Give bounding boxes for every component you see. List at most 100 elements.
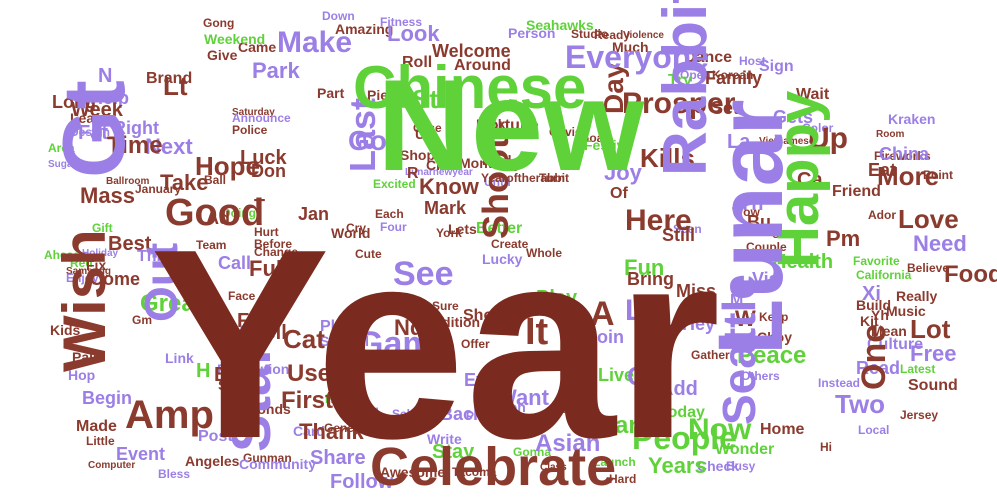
word-here: Here [625,204,692,237]
word-pm: Pm [826,226,860,251]
word-event: Event [116,444,165,464]
word-red: Red [70,256,93,270]
word-joy: Joy [604,160,643,185]
word-festive: Festive [584,137,632,153]
word-many: Many [595,412,657,439]
word-turn: Turn [539,171,565,185]
word-sea: Sea [561,402,583,416]
word-seen: Seen [673,222,702,236]
word-see: See [393,255,454,293]
word-hi: Hi [820,440,832,454]
word-four: Four [380,220,407,234]
word-wish: Wish [51,229,118,372]
word-years: Years [648,453,707,478]
word-sure: Sure [432,299,459,313]
word-great: Great [140,290,203,317]
word-mark: Mark [424,198,467,218]
word-york: York [436,226,462,240]
word-gonna: Gonna [513,445,551,459]
word-check: Check [697,458,739,474]
word-thing: Thing [137,248,181,265]
word-now: Now [688,413,752,446]
word-learn: Learn [70,110,108,126]
word-prosper: Prosper [622,87,736,120]
word-family: Family [705,68,762,88]
word-lot: Lot [910,314,951,344]
word-fortune: Fortune [479,117,539,134]
word-violence: Violence [623,30,664,41]
word-mean: Mean [871,323,907,339]
word-free: Free [910,341,956,366]
word-bless: Bless [158,467,190,481]
word-around: Around [454,57,511,74]
word-saturday: Saturday [232,107,275,118]
word-yh: Yh [871,307,889,323]
word-read: Read [856,358,900,378]
word-roll: Roll [402,54,432,71]
word-korean: Korean [712,68,753,82]
word-feel: Feel [237,310,277,332]
word-amazing: Amazing [335,21,393,37]
word-celebrate: Celebrate [370,437,616,497]
word-kick: Kick [476,116,506,132]
word-hey: Hey [682,314,715,334]
word-face: Face [228,289,256,303]
word-need: Need [913,231,967,256]
word-thank: Thank [299,419,365,444]
word-well: Well [246,322,287,344]
word-wait: Wait [796,86,830,103]
word-china: China [879,144,930,164]
word-change: Change [254,245,298,259]
word-fitness: Fitness [380,15,422,29]
word-first: First [281,387,333,414]
word-really: Really [896,288,937,304]
word-lt: Lt [163,71,188,101]
word-video: Video [423,360,455,374]
word-ad: Ad [206,208,230,228]
word-week: Week [71,99,124,121]
word-hurt: Hurt [254,225,279,239]
word-keep: Keep [759,310,788,324]
word-build: Build [856,297,891,313]
word-point: Point [923,168,953,182]
word-eat: Eat [868,160,896,180]
word-luck: Luck [240,147,288,169]
word-back: Back [440,404,484,424]
word-good: Good [165,192,264,234]
word-write: Write [427,431,462,447]
word-hope: Hope [195,151,260,181]
word-ok: Ok [584,405,600,419]
word-class: Class [540,462,567,473]
word-sugar: Sugar [48,159,76,170]
word-before: Before [254,237,292,251]
word-whole: Whole [526,246,562,260]
word-year: Year [150,194,721,495]
word-add: Add [659,378,698,400]
word-home: Home [760,421,805,438]
word-community: Community [239,456,316,472]
word-made: Made [76,418,117,435]
word-adorable: Ador [868,208,896,222]
word-people: People [632,420,737,456]
word-health: Health [772,251,833,273]
word-start: Start [219,324,282,452]
word-special: Special [320,333,369,349]
word-pair: Pair [72,349,99,365]
word-edmonds: Edmonds [227,401,291,417]
word-old: Old [627,361,670,391]
word-happy: Happy [766,91,831,268]
word-latest: Latest [900,362,935,376]
word-launch: Launch [593,455,636,469]
word-come: Come [90,269,140,289]
word-w: W [735,306,756,331]
word-case: Case [413,121,442,135]
word-hard: Hard [609,472,636,486]
word-wow: Wow [732,205,760,219]
word-know: Know [419,174,480,199]
word-others: Others [741,369,780,383]
word-up: Up [808,122,848,155]
word-photo: Photo [320,318,366,335]
word-school: School [392,407,432,421]
word-gift: Gift [92,221,113,235]
